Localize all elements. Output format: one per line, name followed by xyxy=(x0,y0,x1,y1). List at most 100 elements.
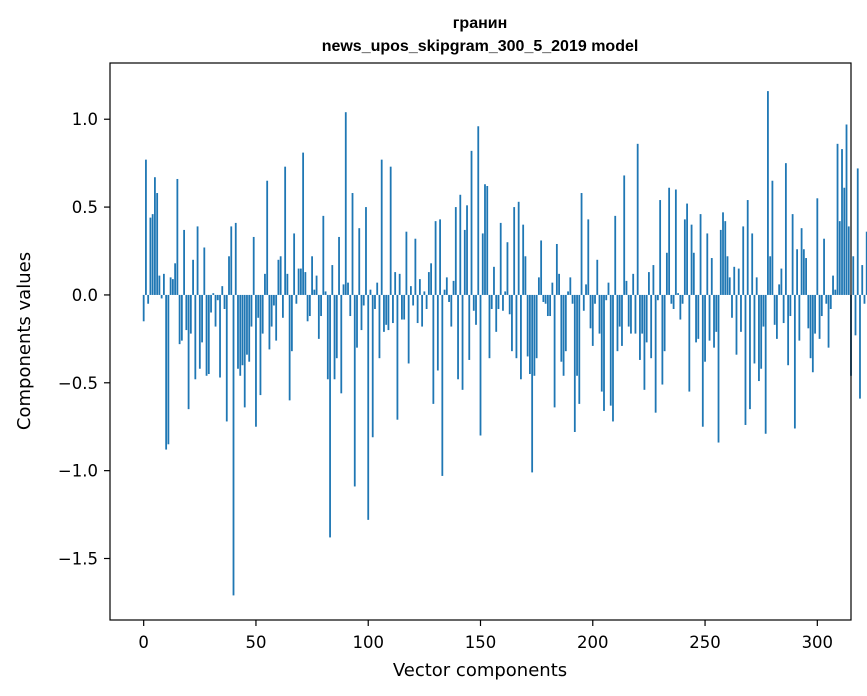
bar xyxy=(571,294,574,304)
bar xyxy=(715,294,718,332)
bar xyxy=(634,294,637,334)
bar xyxy=(859,294,861,399)
bar xyxy=(737,268,740,295)
bar xyxy=(776,294,778,339)
bar xyxy=(771,180,774,295)
bar xyxy=(726,256,729,295)
bar xyxy=(546,294,549,317)
bar xyxy=(423,291,426,295)
bar xyxy=(865,231,867,295)
bar xyxy=(798,294,801,341)
bar xyxy=(252,236,255,295)
bar xyxy=(502,294,504,311)
bar xyxy=(389,166,392,295)
bar xyxy=(816,198,819,295)
bar xyxy=(369,289,372,295)
y-tick-label: 0.5 xyxy=(72,198,98,217)
bar xyxy=(387,294,390,331)
bar xyxy=(367,294,370,520)
bar xyxy=(814,294,816,334)
bar xyxy=(605,294,608,301)
bar xyxy=(760,294,763,369)
bar xyxy=(180,294,183,341)
bar xyxy=(288,294,291,401)
bar xyxy=(479,294,482,436)
bar xyxy=(802,249,805,295)
bar xyxy=(360,294,363,331)
bars-group xyxy=(142,91,867,596)
bar xyxy=(793,294,796,429)
bar xyxy=(784,163,787,295)
bar xyxy=(371,294,374,438)
bar xyxy=(515,294,518,359)
bar xyxy=(632,273,635,295)
bar xyxy=(349,294,352,317)
bar xyxy=(158,275,161,295)
bar xyxy=(511,294,513,352)
bar xyxy=(762,294,765,327)
bar xyxy=(302,152,305,295)
bar xyxy=(811,294,814,373)
bar xyxy=(237,294,239,369)
bar xyxy=(338,236,340,295)
bar xyxy=(409,286,412,295)
bar xyxy=(769,256,772,295)
bar xyxy=(340,294,343,394)
bar xyxy=(230,226,233,295)
bar xyxy=(598,294,601,334)
bar xyxy=(701,294,704,427)
bar xyxy=(603,294,605,411)
bar xyxy=(690,224,693,295)
bar xyxy=(746,200,749,295)
bar xyxy=(677,293,679,295)
bar xyxy=(616,294,619,352)
bar xyxy=(829,294,832,309)
bar xyxy=(562,294,565,376)
bar xyxy=(724,221,727,295)
bar xyxy=(403,294,406,320)
bar xyxy=(311,256,313,295)
y-tick-label: 0.0 xyxy=(72,286,98,305)
bar xyxy=(825,294,828,304)
bar xyxy=(277,259,280,295)
bar xyxy=(430,263,432,295)
bar xyxy=(535,294,538,359)
bar xyxy=(596,259,599,295)
bar xyxy=(425,294,428,309)
bar xyxy=(555,243,558,295)
x-tick-label: 200 xyxy=(577,633,609,652)
bar xyxy=(167,294,170,445)
bar xyxy=(796,249,799,295)
bar xyxy=(246,294,248,355)
bar xyxy=(342,284,345,295)
bar xyxy=(481,233,484,295)
bar xyxy=(540,240,543,295)
bar xyxy=(818,294,821,339)
bar xyxy=(713,294,715,348)
bar xyxy=(290,294,293,352)
bar xyxy=(466,205,468,295)
bar xyxy=(695,294,697,343)
bar xyxy=(845,124,848,295)
bar xyxy=(344,112,347,295)
bar xyxy=(362,294,365,306)
bar xyxy=(753,294,756,364)
bar xyxy=(594,294,596,304)
bar xyxy=(203,247,206,295)
bar xyxy=(273,294,275,306)
bar xyxy=(751,233,754,295)
bar xyxy=(580,193,583,295)
bar xyxy=(333,294,336,380)
bar xyxy=(656,294,659,301)
bar xyxy=(488,294,491,359)
bar xyxy=(416,294,419,324)
bar xyxy=(216,294,219,301)
bar xyxy=(257,294,260,318)
bar xyxy=(324,291,327,295)
bar xyxy=(304,272,307,295)
x-tick-label: 0 xyxy=(138,633,149,652)
bar xyxy=(728,277,731,295)
bar xyxy=(843,187,846,295)
bar xyxy=(791,214,794,295)
bar xyxy=(609,294,612,406)
